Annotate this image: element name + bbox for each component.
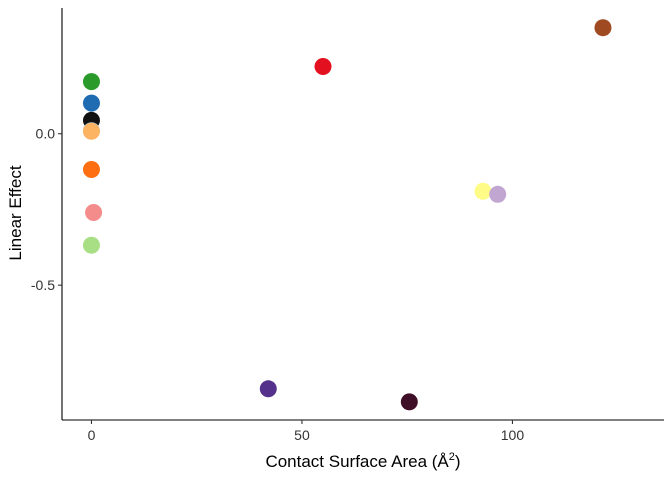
data-point [82,73,100,91]
x-axis-title: Contact Surface Area (Å2) [265,451,460,471]
data-point [85,203,103,221]
x-tick-label: 100 [501,427,525,443]
y-tick-label: -0.5 [31,277,55,293]
data-point [82,94,100,112]
y-tick-label: 0.0 [36,126,56,142]
data-point [489,185,507,203]
y-axis-ticks: 0.0 -0.5 [31,126,62,293]
data-point [259,380,277,398]
data-point [314,57,332,75]
y-axis-title: Linear Effect [6,165,25,260]
data-point [400,393,418,411]
data-point [82,122,100,140]
points-layer [82,19,612,411]
data-point [82,160,100,178]
x-tick-label: 0 [88,427,96,443]
x-axis-ticks: 0 50 100 [88,420,525,443]
data-point [594,19,612,37]
data-point [82,236,100,254]
x-tick-label: 50 [294,427,310,443]
data-point [474,182,492,200]
